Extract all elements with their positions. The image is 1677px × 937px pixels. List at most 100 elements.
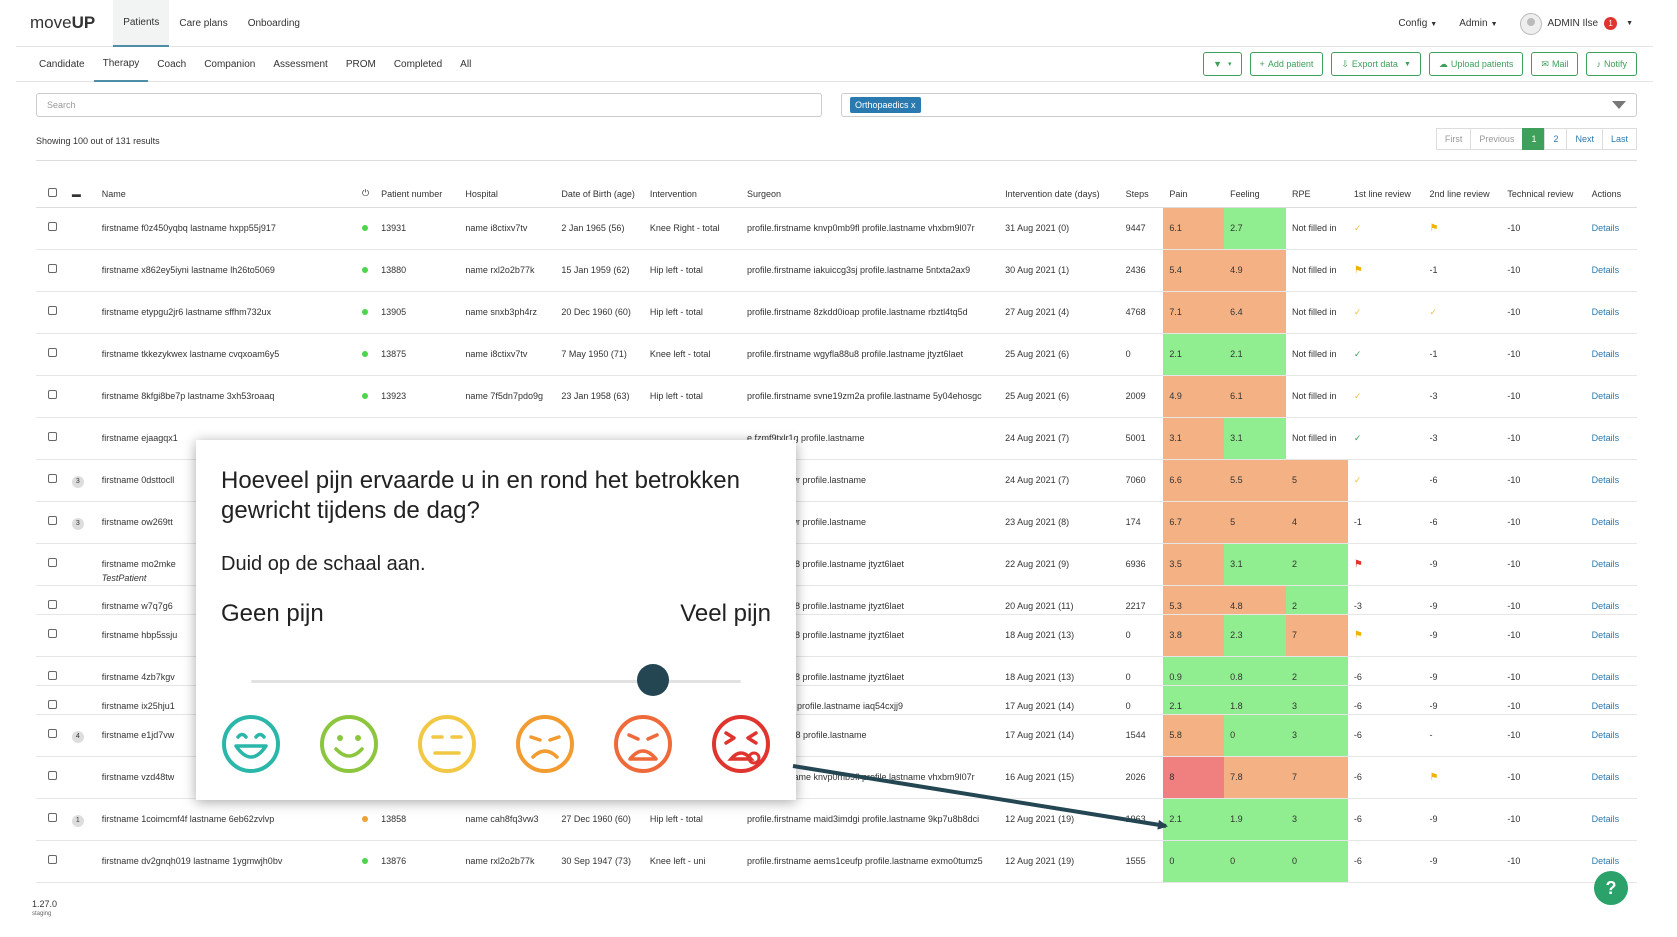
details-link[interactable]: Details (1585, 585, 1637, 615)
col-patient-number[interactable]: Patient number (375, 161, 460, 208)
tab-candidate[interactable]: Candidate (39, 59, 85, 70)
first-line-review[interactable]: ✓ (1347, 333, 1424, 376)
details-link[interactable]: Details (1585, 417, 1637, 460)
row-checkbox[interactable] (36, 585, 66, 615)
second-line-review[interactable]: -3 (1423, 375, 1502, 418)
filter-chip-orthopaedics[interactable]: Orthopaedics x (850, 97, 921, 113)
patient-name[interactable]: firstname etypgu2jr6 lastname sffhm732ux (95, 291, 356, 334)
happy-face-icon[interactable] (318, 713, 380, 775)
page-next[interactable]: Next (1566, 128, 1603, 150)
tab-companion[interactable]: Companion (204, 59, 256, 70)
details-link[interactable]: Details (1585, 501, 1637, 544)
row-checkbox[interactable] (36, 656, 66, 686)
details-link[interactable]: Details (1585, 543, 1637, 586)
table-row[interactable]: firstname tkkezykwex lastname cvqxoam6y5… (36, 333, 1637, 376)
nav-onboarding[interactable]: Onboarding (247, 17, 300, 29)
second-line-review[interactable]: -9 (1423, 656, 1502, 686)
nav-patients[interactable]: Patients (113, 0, 170, 47)
row-checkbox[interactable] (36, 756, 66, 799)
second-line-review[interactable]: -9 (1423, 543, 1502, 586)
details-link[interactable]: Details (1585, 459, 1637, 502)
first-line-review[interactable]: ⚑ (1347, 249, 1424, 292)
export-data-button[interactable]: ⇩ Export data ▼ (1331, 52, 1421, 76)
first-line-review[interactable]: ✓ (1347, 291, 1424, 334)
first-line-review[interactable]: -6 (1347, 840, 1424, 883)
mail-button[interactable]: ✉ Mail (1531, 52, 1579, 76)
col-first-line-review[interactable]: 1st line review (1347, 161, 1424, 208)
col-dob[interactable]: Date of Birth (age) (555, 161, 644, 208)
chevron-down-icon[interactable] (1612, 101, 1626, 109)
details-link[interactable]: Details (1585, 375, 1637, 418)
row-checkbox[interactable] (36, 840, 66, 883)
row-checkbox[interactable] (36, 459, 66, 502)
patient-name[interactable]: firstname 8kfgi8be7p lastname 3xh53roaaq (95, 375, 356, 418)
second-line-review[interactable]: -9 (1423, 840, 1502, 883)
tab-completed[interactable]: Completed (393, 59, 443, 70)
tab-assessment[interactable]: Assessment (273, 59, 328, 70)
patient-name[interactable]: firstname tkkezykwex lastname cvqxoam6y5 (95, 333, 356, 376)
row-checkbox[interactable] (36, 501, 66, 544)
col-technical-review[interactable]: Technical review (1501, 161, 1586, 208)
brand-logo[interactable]: moveUP (30, 13, 96, 32)
add-patient-button[interactable]: + Add patient (1249, 52, 1324, 76)
row-checkbox[interactable] (36, 798, 66, 841)
table-row[interactable]: firstname etypgu2jr6 lastname sffhm732ux… (36, 291, 1637, 334)
tab-all[interactable]: All (460, 59, 472, 70)
config-dropdown[interactable]: Config ▼ (1398, 18, 1438, 29)
details-link[interactable]: Details (1585, 249, 1637, 292)
details-link[interactable]: Details (1585, 756, 1637, 799)
details-link[interactable]: Details (1585, 685, 1637, 715)
col-intervention[interactable]: Intervention (643, 161, 741, 208)
row-checkbox[interactable] (36, 333, 66, 376)
patient-name[interactable]: firstname 1coimcmf4f lastname 6eb62zvlvp (95, 798, 356, 841)
second-line-review[interactable]: -3 (1423, 417, 1502, 460)
row-checkbox[interactable] (36, 375, 66, 418)
col-surgeon[interactable]: Surgeon (740, 161, 1000, 208)
table-row[interactable]: firstname dv2gnqh019 lastname 1ygmwjh0bv… (36, 840, 1637, 883)
col-steps[interactable]: Steps (1119, 161, 1164, 208)
details-link[interactable]: Details (1585, 614, 1637, 657)
col-feeling[interactable]: Feeling (1224, 161, 1286, 208)
first-line-review[interactable]: ✓ (1347, 375, 1424, 418)
col-hospital[interactable]: Hospital (459, 161, 556, 208)
department-filter[interactable]: Orthopaedics x (841, 93, 1637, 117)
pain-slider-handle[interactable] (636, 664, 669, 696)
very-happy-face-icon[interactable] (220, 713, 282, 775)
notify-button[interactable]: ♪ Notify (1586, 52, 1637, 76)
details-link[interactable]: Details (1585, 798, 1637, 841)
page-1[interactable]: 1 (1522, 128, 1546, 150)
first-line-review[interactable]: ✓ (1347, 417, 1424, 460)
row-checkbox[interactable] (36, 614, 66, 657)
second-line-review[interactable]: ⚑ (1423, 207, 1502, 250)
table-row[interactable]: firstname f0z450yqbq lastname hxpp55j917… (36, 207, 1637, 250)
row-checkbox[interactable] (36, 249, 66, 292)
second-line-review[interactable]: ⚑ (1423, 756, 1502, 799)
second-line-review[interactable]: - (1423, 714, 1502, 757)
first-line-review[interactable]: -3 (1347, 585, 1424, 615)
row-checkbox[interactable] (36, 417, 66, 460)
details-link[interactable]: Details (1585, 333, 1637, 376)
first-line-review[interactable]: -6 (1347, 756, 1424, 799)
patient-name[interactable]: firstname dv2gnqh019 lastname 1ygmwjh0bv (95, 840, 356, 883)
first-line-review[interactable]: ✓ (1347, 459, 1424, 502)
details-link[interactable]: Details (1585, 207, 1637, 250)
filter-button[interactable]: ▼ ▾ (1203, 52, 1242, 76)
table-row[interactable]: firstname x862ey5iyni lastname lh26to506… (36, 249, 1637, 292)
page-previous[interactable]: Previous (1470, 128, 1524, 150)
first-line-review[interactable]: -6 (1347, 714, 1424, 757)
row-checkbox[interactable] (36, 207, 66, 250)
search-input[interactable]: Search (36, 93, 822, 117)
details-link[interactable]: Details (1585, 714, 1637, 757)
col-second-line-review[interactable]: 2nd line review (1423, 161, 1502, 208)
second-line-review[interactable]: -6 (1423, 501, 1502, 544)
second-line-review[interactable]: -9 (1423, 585, 1502, 615)
pain-slider-track[interactable] (251, 680, 741, 683)
col-intervention-date[interactable]: Intervention date (days) (999, 161, 1120, 208)
details-link[interactable]: Details (1585, 291, 1637, 334)
table-row[interactable]: firstname 8kfgi8be7p lastname 3xh53roaaq… (36, 375, 1637, 418)
nav-care-plans[interactable]: Care plans (179, 17, 228, 29)
page-2[interactable]: 2 (1544, 128, 1568, 150)
first-line-review[interactable]: ✓ (1347, 207, 1424, 250)
first-line-review[interactable]: -6 (1347, 685, 1424, 715)
upset-face-icon[interactable] (612, 713, 674, 775)
